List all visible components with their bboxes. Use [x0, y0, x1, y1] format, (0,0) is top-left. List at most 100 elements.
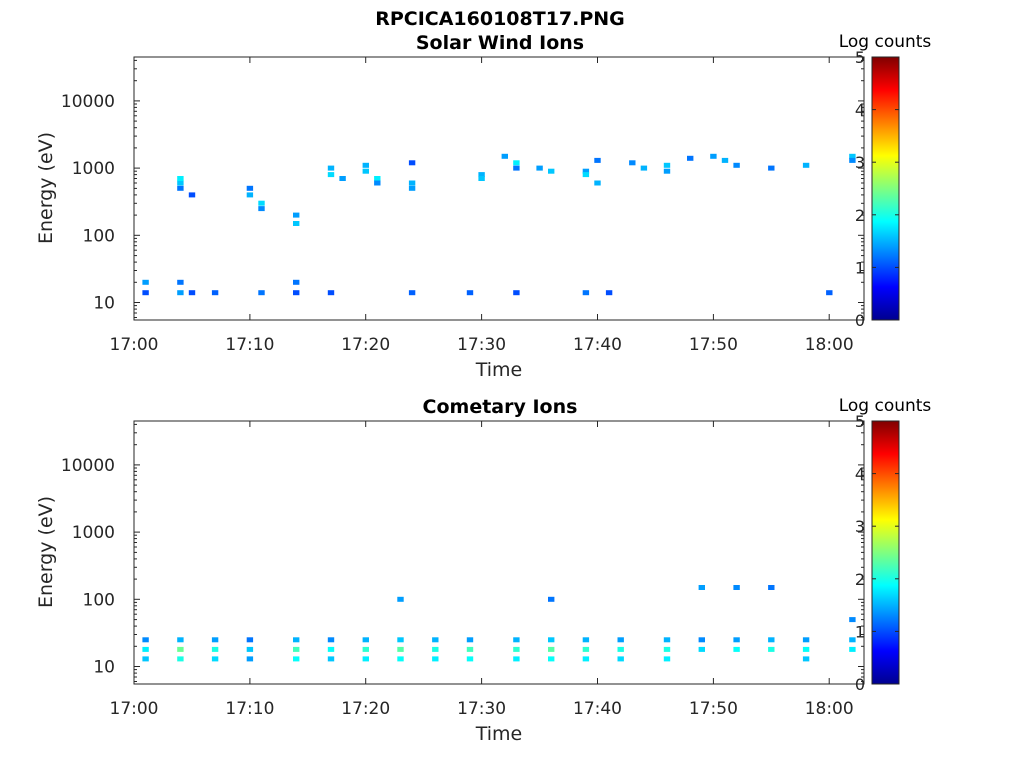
colorbar-tick-label: 3	[855, 517, 865, 536]
plot-area-solar-wind	[134, 57, 864, 320]
heatmap-cell	[177, 180, 184, 186]
heatmap-cell	[293, 290, 300, 296]
x-tick-label: 17:00	[110, 699, 159, 719]
heatmap-cell	[397, 637, 404, 643]
heatmap-cell	[362, 656, 369, 662]
y-axis-label-solar-wind: Energy (eV)	[35, 132, 57, 244]
heatmap-cell	[548, 656, 555, 662]
heatmap-cell	[617, 656, 624, 662]
colorbar-tick-label: 2	[855, 206, 865, 225]
x-tick-label: 17:00	[110, 335, 159, 355]
y-tick-label: 1000	[72, 523, 115, 543]
heatmap-cell	[362, 168, 369, 174]
heatmap-cell	[211, 290, 219, 296]
colorbar-tick-label: 5	[855, 48, 865, 67]
heatmap-cell	[663, 656, 671, 662]
heatmap-cell	[548, 596, 555, 602]
x-tick-label: 17:20	[341, 699, 390, 719]
x-tick-label: 17:40	[573, 335, 622, 355]
heatmap-cell	[177, 185, 184, 191]
heatmap-cell	[362, 646, 369, 652]
heatmap-cell	[733, 162, 740, 168]
heatmap-cell	[768, 165, 775, 171]
heatmap-cell	[698, 646, 705, 652]
heatmap-cell	[142, 279, 149, 285]
heatmap-cell	[582, 656, 590, 662]
x-tick-label: 17:30	[457, 335, 506, 355]
x-tick-label: 17:10	[225, 335, 274, 355]
heatmap-cell	[640, 165, 648, 171]
y-tick-label: 10	[93, 658, 115, 678]
colorbar-tick-label: 5	[855, 412, 865, 431]
heatmap-cell	[513, 646, 520, 652]
heatmap-cell	[327, 165, 335, 171]
colorbar-label-top: Log counts	[839, 32, 932, 52]
heatmap-cell	[339, 176, 346, 181]
colorbar-tick-label: 1	[855, 258, 865, 277]
heatmap-cell	[849, 637, 856, 643]
colorbar-top	[872, 57, 899, 320]
colorbar-frame-bottom	[871, 420, 900, 685]
heatmap-cell	[408, 185, 416, 191]
x-tick-label: 18:00	[805, 335, 854, 355]
heatmap-cell	[617, 646, 624, 652]
x-tick-label: 17:10	[225, 699, 274, 719]
heatmap-cell	[327, 172, 335, 178]
heatmap-cell	[663, 646, 671, 652]
colorbar-tick-label: 0	[855, 675, 865, 694]
heatmap-cell	[698, 585, 705, 590]
heatmap-cell	[466, 646, 474, 652]
heatmap-cell	[293, 279, 300, 285]
heatmap-cell	[768, 637, 775, 643]
heatmap-cell	[582, 168, 590, 174]
heatmap-cell	[594, 157, 601, 163]
heatmap-cell	[293, 212, 300, 218]
heatmap-cell	[501, 153, 508, 159]
heatmap-cell	[466, 656, 474, 662]
heatmap-cell	[849, 157, 856, 163]
heatmap-cell	[293, 646, 300, 652]
heatmap-cell	[246, 656, 254, 662]
heatmap-cell	[582, 637, 590, 643]
y-axis-cometary: 10 100 1000 10000	[61, 423, 864, 682]
heatmap-cells-solar-wind	[142, 153, 856, 296]
heatmap-cell	[177, 637, 184, 643]
heatmap-cell	[177, 290, 184, 296]
heatmap-cell	[397, 646, 404, 652]
heatmap-cell	[687, 155, 694, 161]
heatmap-cell	[258, 200, 265, 206]
heatmap-cell	[513, 160, 520, 166]
heatmap-cell	[582, 290, 590, 296]
y-tick-label: 10000	[61, 92, 115, 112]
x-tick-label: 17:40	[573, 699, 622, 719]
heatmap-cell	[849, 153, 856, 159]
heatmap-cell	[849, 617, 856, 623]
heatmap-cell	[733, 637, 740, 643]
heatmap-cell	[466, 637, 474, 643]
heatmap-cell	[513, 637, 520, 643]
x-axis-label-solar-wind: Time	[475, 359, 523, 381]
heatmap-cell	[663, 162, 671, 168]
heatmap-cell	[362, 637, 369, 643]
heatmap-cell	[768, 646, 775, 652]
heatmap-cell	[548, 637, 555, 643]
heatmap-cell	[327, 290, 335, 296]
colorbar-frame-top	[871, 56, 900, 321]
heatmap-cell	[548, 646, 555, 652]
colorbar-tick-label: 3	[855, 153, 865, 172]
heatmap-cell	[327, 656, 335, 662]
y-tick-label: 10	[93, 294, 115, 314]
x-axis-cometary: 17:00 17:10 17:20 17:30 17:40 17:50 18:00	[110, 421, 854, 719]
heatmap-cell	[802, 637, 810, 643]
heatmap-cell	[327, 646, 335, 652]
heatmap-cell	[849, 646, 856, 652]
heatmap-cell	[246, 185, 254, 191]
heatmap-cell	[663, 637, 671, 643]
y-tick-label: 100	[83, 226, 115, 246]
y-tick-label: 100	[83, 590, 115, 610]
heatmap-cells-cometary	[142, 585, 856, 662]
x-axis-solar-wind: 17:00 17:10 17:20 17:30 17:40 17:50 18:00	[110, 57, 854, 355]
